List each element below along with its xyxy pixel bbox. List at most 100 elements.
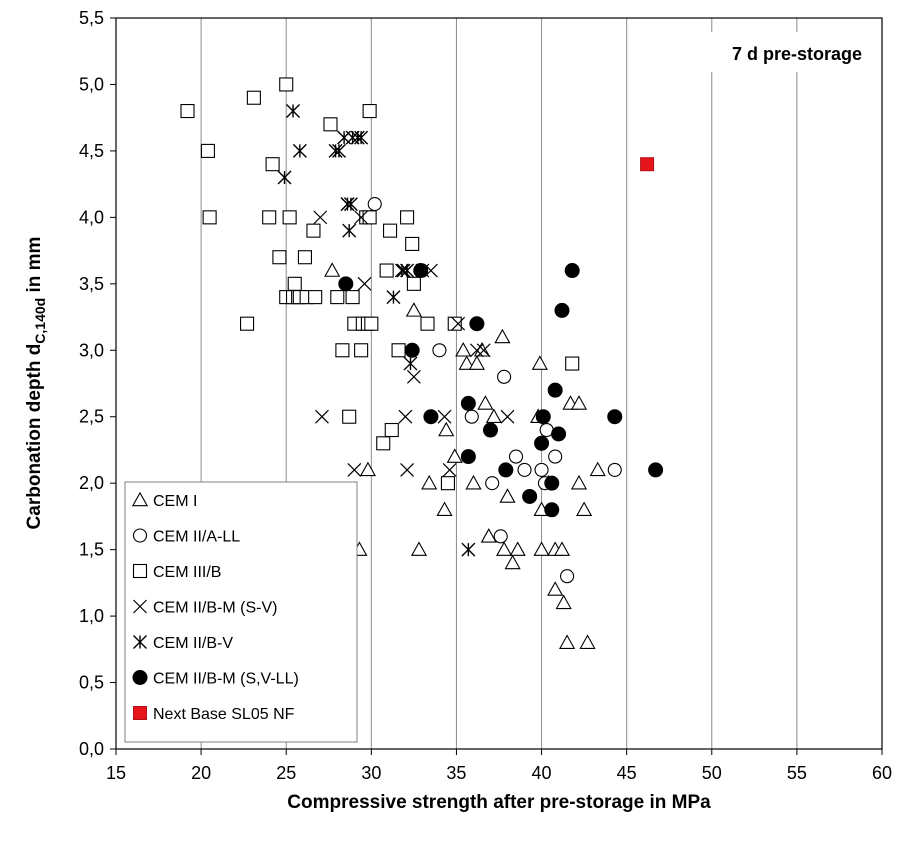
y-tick-label: 0,0 bbox=[79, 739, 104, 759]
data-point bbox=[447, 316, 462, 331]
data-point bbox=[354, 130, 369, 145]
data-point bbox=[458, 355, 475, 370]
data-point bbox=[400, 210, 415, 225]
legend-item: CEM II/B-V bbox=[133, 635, 233, 652]
data-point bbox=[517, 462, 532, 477]
data-point bbox=[292, 143, 307, 158]
data-point bbox=[640, 157, 655, 172]
data-point bbox=[437, 409, 452, 424]
data-point bbox=[323, 117, 338, 132]
data-point bbox=[547, 581, 564, 596]
legend-marker bbox=[133, 635, 147, 649]
data-point bbox=[482, 422, 498, 438]
data-point bbox=[354, 210, 369, 225]
series-5-points bbox=[338, 263, 664, 518]
data-point bbox=[451, 316, 466, 331]
data-point bbox=[436, 501, 453, 517]
data-point bbox=[533, 541, 550, 556]
data-point bbox=[384, 422, 399, 438]
y-tick-label: 2,5 bbox=[79, 407, 104, 427]
data-point bbox=[282, 210, 297, 225]
data-point bbox=[565, 356, 580, 371]
legend-item: Next Base SL05 NF bbox=[133, 706, 295, 723]
data-point bbox=[496, 541, 513, 556]
data-point bbox=[485, 476, 500, 491]
data-point bbox=[324, 262, 341, 277]
data-point bbox=[589, 461, 606, 477]
x-tick-label: 60 bbox=[872, 763, 892, 783]
data-point bbox=[342, 223, 357, 238]
y-tick-label: 5,0 bbox=[79, 74, 104, 94]
data-point bbox=[331, 143, 346, 158]
data-point bbox=[400, 263, 415, 278]
legend-item: CEM II/A-LL bbox=[132, 528, 240, 546]
data-point bbox=[544, 502, 560, 518]
legend-marker bbox=[132, 563, 148, 579]
data-point bbox=[607, 409, 623, 425]
x-tick-label: 30 bbox=[361, 763, 381, 783]
data-point bbox=[338, 276, 354, 292]
data-point bbox=[522, 488, 538, 504]
y-tick-label: 4,0 bbox=[79, 207, 104, 227]
data-point bbox=[347, 462, 362, 477]
legend-marker bbox=[131, 491, 149, 507]
data-point bbox=[272, 250, 287, 265]
data-point bbox=[499, 488, 516, 503]
data-point bbox=[544, 475, 560, 491]
legend-item: CEM III/B bbox=[132, 563, 221, 581]
data-point bbox=[277, 170, 292, 185]
data-point bbox=[405, 236, 420, 251]
data-point bbox=[297, 250, 312, 265]
data-point bbox=[240, 316, 255, 331]
legend-label: CEM II/B-M (S-V) bbox=[153, 600, 277, 617]
data-point bbox=[554, 302, 570, 318]
data-point bbox=[343, 197, 358, 212]
data-point bbox=[555, 594, 572, 610]
data-point bbox=[493, 529, 508, 544]
data-point bbox=[405, 302, 422, 317]
data-point bbox=[279, 77, 294, 92]
data-point bbox=[286, 104, 301, 119]
data-point bbox=[413, 263, 429, 279]
data-point bbox=[570, 474, 588, 490]
data-point bbox=[551, 426, 567, 442]
y-axis-title: Carbonation depth dC,140d in mm bbox=[24, 237, 48, 530]
data-point bbox=[468, 355, 485, 370]
data-point bbox=[460, 449, 476, 465]
x-axis-title: Compressive strength after pre-storage i… bbox=[287, 792, 711, 813]
axis-ticks: 15 20 25 30 35 40 45 50 55 60 0,0 0,5 1,0 1,5 2,0 2,5 3,… bbox=[79, 8, 892, 783]
data-point bbox=[396, 263, 411, 278]
y-tick-label: 1,0 bbox=[79, 606, 104, 626]
data-point bbox=[469, 343, 484, 358]
y-tick-label: 0,5 bbox=[79, 673, 104, 693]
legend-label: CEM I bbox=[153, 493, 197, 510]
legend-item: CEM II/B-M (S,V-LL) bbox=[132, 670, 299, 688]
legend-marker bbox=[133, 599, 147, 614]
plot-border bbox=[115, 17, 883, 750]
data-point bbox=[531, 355, 548, 370]
data-point bbox=[648, 462, 664, 478]
data-point bbox=[265, 157, 280, 172]
data-point bbox=[180, 103, 195, 119]
x-tick-label: 45 bbox=[617, 763, 637, 783]
data-point bbox=[469, 316, 485, 332]
data-point bbox=[406, 369, 421, 384]
legend-marker bbox=[132, 670, 148, 685]
data-point bbox=[423, 409, 439, 425]
data-point bbox=[342, 409, 357, 424]
data-point bbox=[367, 197, 382, 212]
data-point bbox=[398, 409, 413, 424]
data-point bbox=[465, 474, 482, 490]
x-tick-label: 15 bbox=[106, 763, 126, 783]
data-point bbox=[404, 342, 420, 358]
data-point bbox=[560, 569, 575, 584]
data-point bbox=[246, 90, 261, 105]
annotation-text: 7 d pre-storage bbox=[732, 44, 862, 64]
y-tick-label: 3,0 bbox=[79, 340, 104, 360]
data-point bbox=[480, 528, 497, 543]
y-axis-title-main: Carbonation depth d bbox=[24, 344, 45, 530]
legend-label: Next Base SL05 NF bbox=[153, 706, 295, 723]
x-tick-label: 50 bbox=[702, 763, 722, 783]
data-point bbox=[202, 210, 217, 225]
